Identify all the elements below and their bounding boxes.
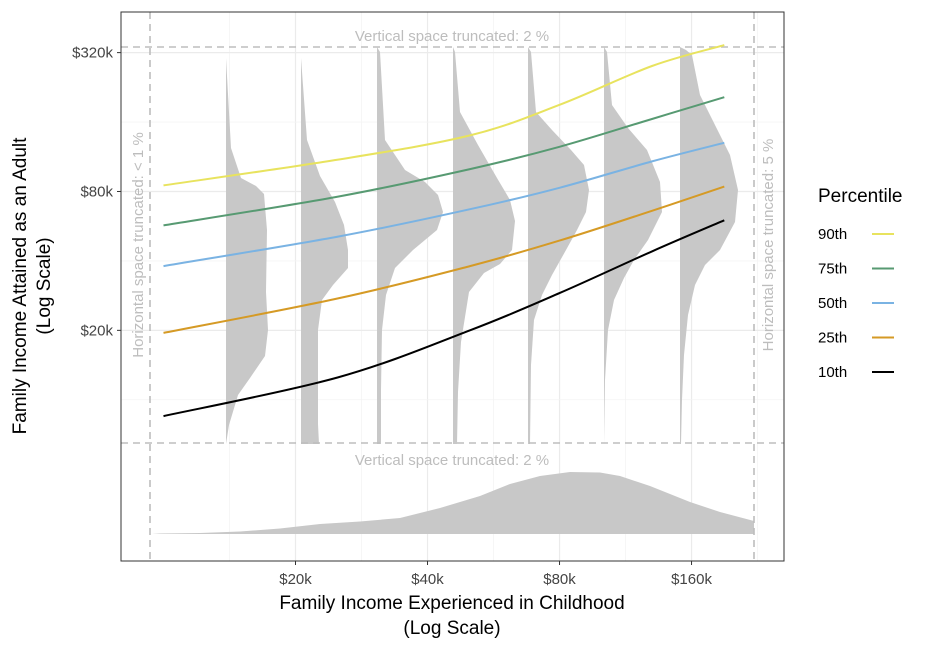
x-tick-label: $20k [279,571,312,588]
x-axis-title-line2: (Log Scale) [403,618,500,639]
axis-ticks: $20k $40k $80k $160k $20k $80k $320k [72,45,712,588]
series-line-90th [163,44,725,187]
legend-title: Percentile [818,186,903,207]
y-axis-title-line1: Family Income Attained as an Adult [10,137,31,434]
y-tick-label: $20k [80,322,113,339]
childhood-income-density [152,472,754,534]
truncation-guides [121,12,784,561]
density-ridge-4 [453,47,515,444]
density-ridge-1 [226,58,268,444]
density-ridge-6 [604,47,662,444]
density-ridge-5 [528,47,589,444]
truncation-annotations: Vertical space truncated: 2 % Vertical s… [130,28,777,469]
density-ridge-2 [301,58,348,444]
axis-titles: Family Income Experienced in Childhood (… [10,137,625,639]
y-axis-title-line2: (Log Scale) [34,237,55,334]
x-tick-label: $80k [543,571,576,588]
x-axis-title-line1: Family Income Experienced in Childhood [279,593,624,614]
x-tick-label: $160k [671,571,712,588]
series-line-75th [163,96,725,227]
x-tick-label: $40k [411,571,444,588]
density-ridge-7 [680,47,738,444]
grid-lines [121,12,784,561]
plot-border [120,11,785,562]
marginal-density [152,472,754,534]
legend-label-75th: 75th [818,261,847,278]
y-tick-label: $320k [72,45,113,62]
legend: Percentile 90th 75th 50th 25th 10th [818,186,903,381]
right-truncation-label: Horizontal space truncated: 5 % [760,139,777,352]
percentile-lines [163,44,725,418]
series-line-25th [163,185,725,334]
density-ridge-3 [377,47,443,444]
legend-label-25th: 25th [818,330,847,347]
top-truncation-label: Vertical space truncated: 2 % [355,28,549,45]
left-truncation-label: Horizontal space truncated: < 1 % [130,132,147,358]
legend-label-50th: 50th [818,295,847,312]
conditional-densities [226,47,738,444]
legend-label-90th: 90th [818,226,847,243]
bottom-truncation-label: Vertical space truncated: 2 % [355,452,549,469]
series-line-50th [163,141,725,268]
series-line-10th [163,219,725,418]
y-tick-label: $80k [80,183,113,200]
legend-label-10th: 10th [818,364,847,381]
